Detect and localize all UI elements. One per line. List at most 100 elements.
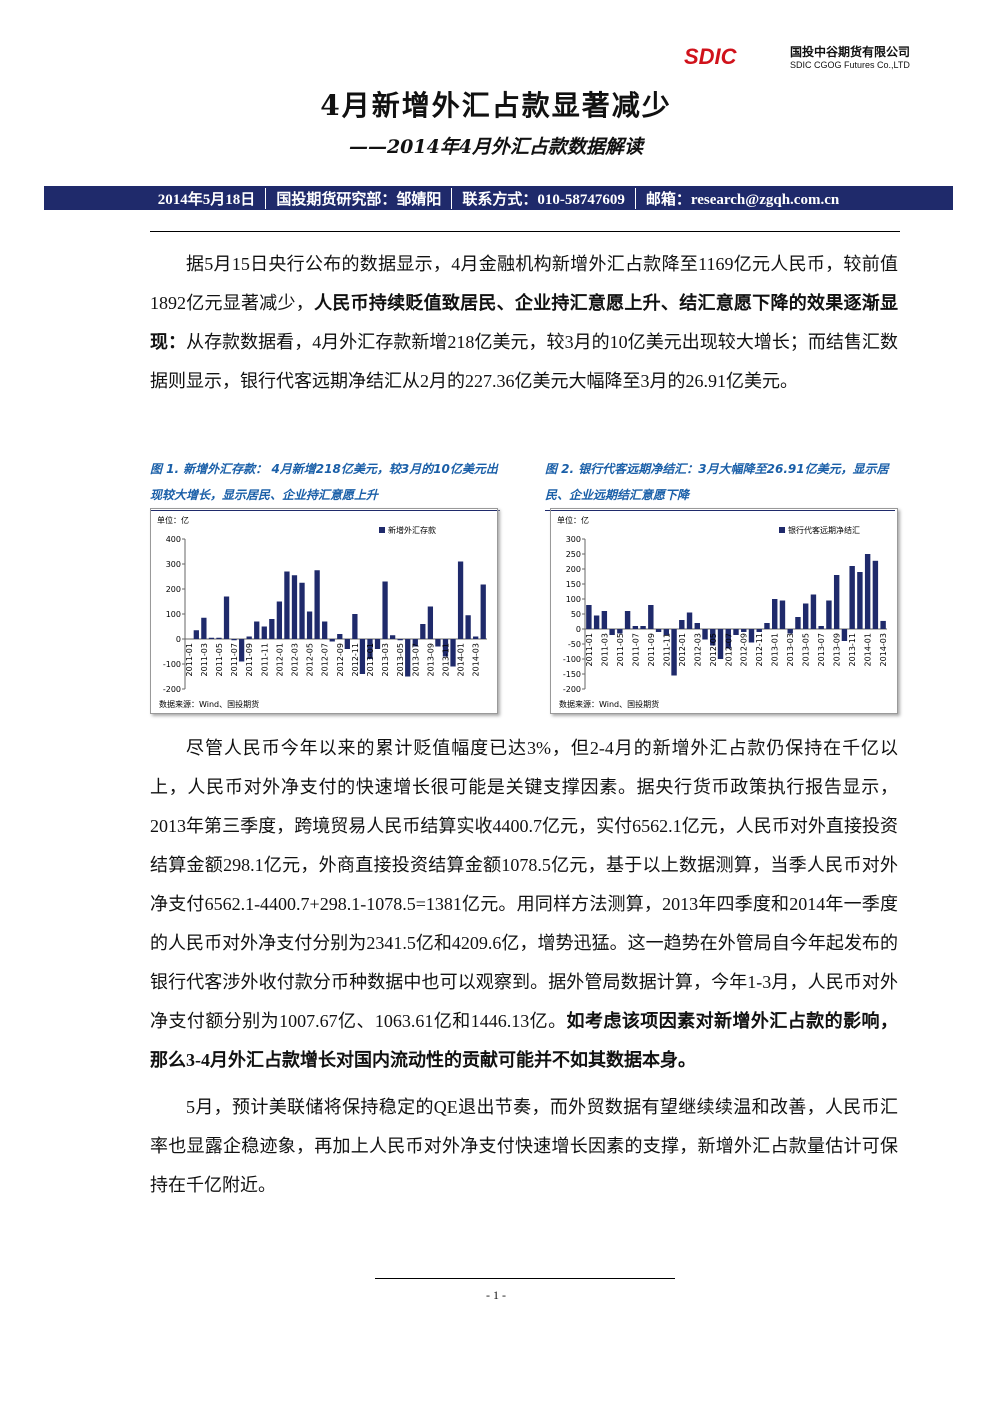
x-tick-label: 2012-05 <box>709 633 718 666</box>
chart: 单位：亿 -200 -100 0 100 200 300 400 新增外汇存款 2011-01 20… <box>150 508 498 714</box>
bar <box>663 629 670 635</box>
bar <box>254 621 260 639</box>
x-tick-label: 2011-05 <box>616 633 625 666</box>
bar <box>795 617 801 629</box>
bar <box>756 629 762 632</box>
y-tick-label: 400 <box>166 535 181 544</box>
company-en: SDIC CGOG Futures Co.,LTD <box>790 60 910 70</box>
caption: 图 2. 银行代客远期净结汇：3月大幅降至26.91亿美元，显示居民、企业远期结… <box>545 456 895 511</box>
legend-label: 银行代客远期净结汇 <box>788 525 860 535</box>
bar <box>291 575 298 639</box>
x-tick-label: 2014-03 <box>472 643 481 676</box>
x-tick-label: 2014-01 <box>457 643 466 676</box>
x-tick-label: 2011-09 <box>647 633 656 666</box>
x-tick-label: 2011-01 <box>585 633 594 666</box>
bar <box>374 639 381 649</box>
legend-label: 新增外汇存款 <box>388 525 436 535</box>
text-run: 人民币持续贬值致居民、企业持汇意愿上升、结汇意愿下降的效果逐渐显现： <box>150 293 899 352</box>
bar <box>686 612 693 629</box>
x-tick-label: 2013-11 <box>848 633 857 666</box>
y-tick-label: -200 <box>163 685 181 694</box>
y-tick-label: 300 <box>166 560 181 569</box>
x-tick-label: 2013-05 <box>396 643 405 676</box>
bar <box>655 629 662 632</box>
bar <box>802 603 809 629</box>
x-tick-label: 2013-03 <box>786 633 795 666</box>
x-tick-label: 2013-09 <box>833 633 842 666</box>
x-tick-label: 2012-05 <box>306 643 315 676</box>
x-tick-label: 2013-01 <box>366 643 375 676</box>
logo: SDIC <box>684 44 737 69</box>
y-tick-label: -100 <box>563 655 581 664</box>
bar <box>322 621 328 639</box>
y-tick-label: 0 <box>576 625 581 634</box>
caption: 图 1. 新增外汇存款： 4月新增218亿美元，较3月的10亿美元出现较大增长，… <box>150 456 500 511</box>
chart: 单位：亿 -200 -150 -100 -50 0 50 100 150 200 250 300 银行代… <box>550 508 898 714</box>
text-run: 尽管人民币今年以来的累计贬值幅度已达3%，但2-4月的新增外汇占款仍保持在千亿以… <box>150 738 898 1031</box>
bar <box>609 629 615 635</box>
bar <box>367 639 373 659</box>
bar <box>442 639 449 657</box>
legend-swatch <box>779 527 785 533</box>
x-tick-label: 2011-03 <box>200 643 209 676</box>
bar <box>601 611 608 629</box>
bar <box>344 639 350 649</box>
text-run: 如考虑该项因素对新增外汇占款的影响，那么3-4月外汇占款增长对国内流动性的贡献可… <box>150 1011 898 1070</box>
bar <box>231 639 237 641</box>
x-tick-label: 2013-03 <box>381 643 390 676</box>
bar <box>427 606 434 639</box>
bar <box>779 600 786 629</box>
bar <box>857 572 863 629</box>
y-tick-label: 200 <box>166 585 181 594</box>
bar <box>624 611 631 629</box>
subtitle: ——2014年4月外汇占款数据解读 <box>348 136 644 158</box>
x-tick-label: 2012-07 <box>321 643 330 676</box>
bar <box>208 637 215 639</box>
x-tick-label: 2013-01 <box>771 633 780 666</box>
x-tick-label: 2013-07 <box>817 633 826 666</box>
bar <box>473 636 479 639</box>
y-tick-label: 100 <box>166 610 181 619</box>
bar <box>329 639 335 642</box>
bar <box>457 561 464 639</box>
x-tick-label: 2013-07 <box>411 643 420 676</box>
bar <box>359 639 366 674</box>
bar <box>405 639 411 677</box>
bar <box>238 639 245 662</box>
bar <box>216 637 222 639</box>
bar <box>772 599 778 629</box>
bar <box>880 620 886 629</box>
title: 4月新增外汇占款显著减少 <box>320 89 672 122</box>
rule <box>375 1278 675 1279</box>
bar <box>284 571 290 639</box>
x-tick-label: 2011-07 <box>631 633 640 666</box>
bar <box>764 623 770 629</box>
y-tick-label: 150 <box>566 580 581 589</box>
bar <box>679 620 685 629</box>
unit-label: 单位：亿 <box>157 515 189 525</box>
bar <box>702 629 708 640</box>
y-tick-label: 50 <box>571 610 581 619</box>
text-run: 5月，预计美联储将保持稳定的QE退出节奏，而外贸数据有望继续续温和改善，人民币汇… <box>150 1097 898 1195</box>
x-tick-label: 2011-09 <box>245 643 254 676</box>
bar <box>382 581 388 639</box>
text-run: 据5月15日央行公布的数据显示，4月金融机构新增外汇占款降至1169亿元人民币，… <box>150 254 898 313</box>
x-tick-label: 2012-11 <box>351 643 360 676</box>
source-note: 数据来源：Wind、国投期货 <box>559 699 659 709</box>
x-tick-label: 2013-05 <box>802 633 811 666</box>
bar <box>733 629 739 635</box>
x-tick-label: 2011-01 <box>185 643 194 676</box>
y-tick-label: 250 <box>566 550 581 559</box>
bar <box>818 626 824 629</box>
bar <box>450 639 456 667</box>
bar <box>246 636 252 639</box>
y-tick-label: -100 <box>163 660 181 669</box>
bar <box>826 600 832 629</box>
info-item: 2014年5月18日 <box>157 191 256 208</box>
body-bottom: 尽管人民币今年以来的累计贬值幅度已达3%，但2-4月的新增外汇占款仍保持在千亿以… <box>150 729 898 1205</box>
x-tick-label: 2012-03 <box>290 643 299 676</box>
bar <box>872 560 879 629</box>
bar <box>397 639 403 641</box>
x-tick-label: 2012-01 <box>275 643 284 676</box>
unit-label: 单位：亿 <box>557 515 589 525</box>
